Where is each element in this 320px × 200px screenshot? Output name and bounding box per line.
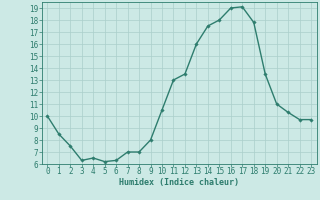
X-axis label: Humidex (Indice chaleur): Humidex (Indice chaleur) bbox=[119, 178, 239, 187]
